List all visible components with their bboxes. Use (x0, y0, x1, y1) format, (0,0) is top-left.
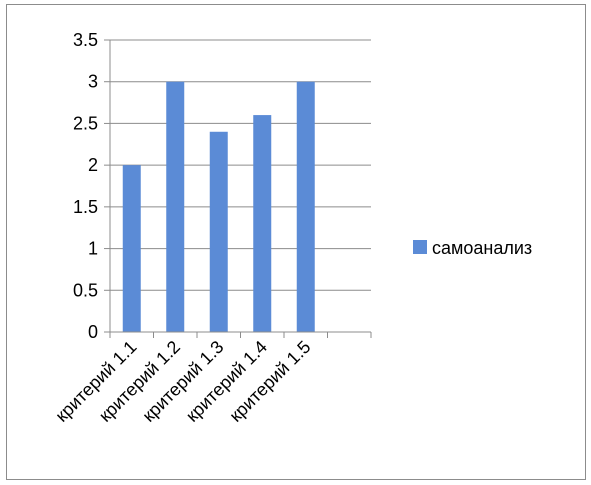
y-tick-label: 2 (88, 155, 98, 175)
bar (122, 165, 141, 332)
bar (209, 131, 228, 332)
axes (109, 40, 372, 338)
y-tick-labels: 0 0.5 1 1.5 2 2.5 3 3.5 (73, 30, 98, 342)
y-tick-label: 2.5 (73, 113, 98, 133)
y-tick-label: 1 (88, 239, 98, 259)
y-tick-label: 3.5 (73, 30, 98, 50)
y-tick-label: 1.5 (73, 197, 98, 217)
bars (122, 81, 315, 332)
y-tick-label: 3 (88, 72, 98, 92)
y-tick-label: 0.5 (73, 280, 98, 300)
y-tick-label: 0 (88, 322, 98, 342)
bar (166, 81, 185, 332)
bar (253, 115, 272, 332)
legend: самоанализ (413, 238, 532, 258)
chart-frame (6, 4, 586, 480)
gridlines (104, 39, 371, 333)
bar (296, 81, 315, 332)
legend-swatch (413, 240, 427, 254)
legend-label-samoanaliz: самоанализ (432, 238, 532, 258)
